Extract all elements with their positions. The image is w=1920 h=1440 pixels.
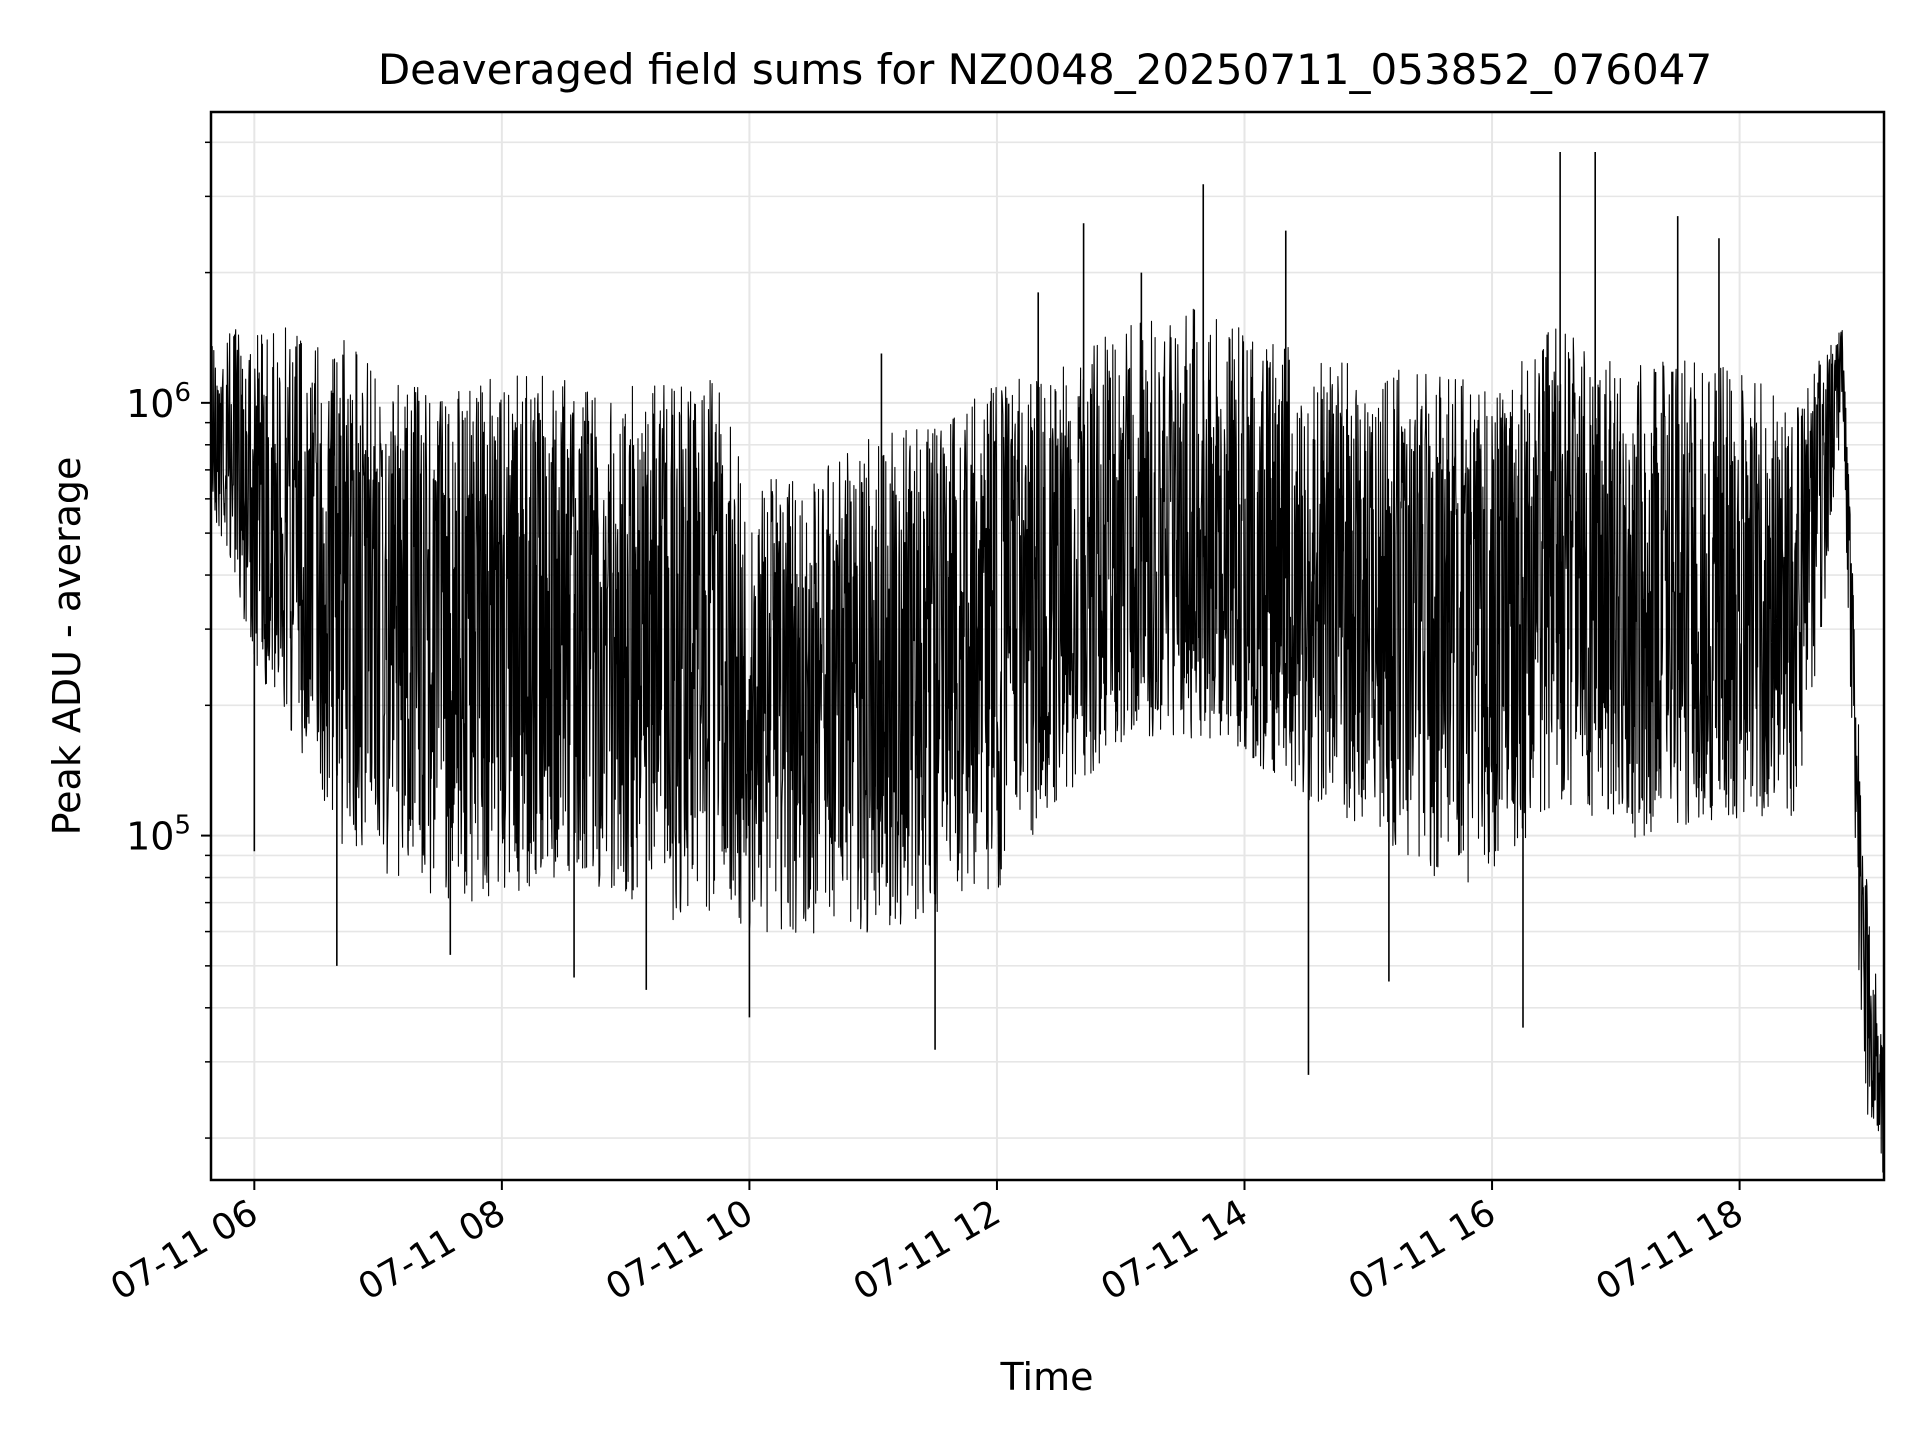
y-tick-label: 106 <box>126 378 191 426</box>
x-axis-label: Time <box>1000 1355 1094 1399</box>
series-area <box>210 151 1885 1173</box>
chart-title: Deaveraged field sums for NZ0048_2025071… <box>378 45 1712 94</box>
y-tick-label: 105 <box>126 811 191 859</box>
series-line <box>210 308 1885 1173</box>
y-axis-label: Peak ADU - average <box>45 457 89 836</box>
plot-frame <box>209 110 1886 1182</box>
y-axis-ticks: 105 106 <box>126 141 211 1139</box>
